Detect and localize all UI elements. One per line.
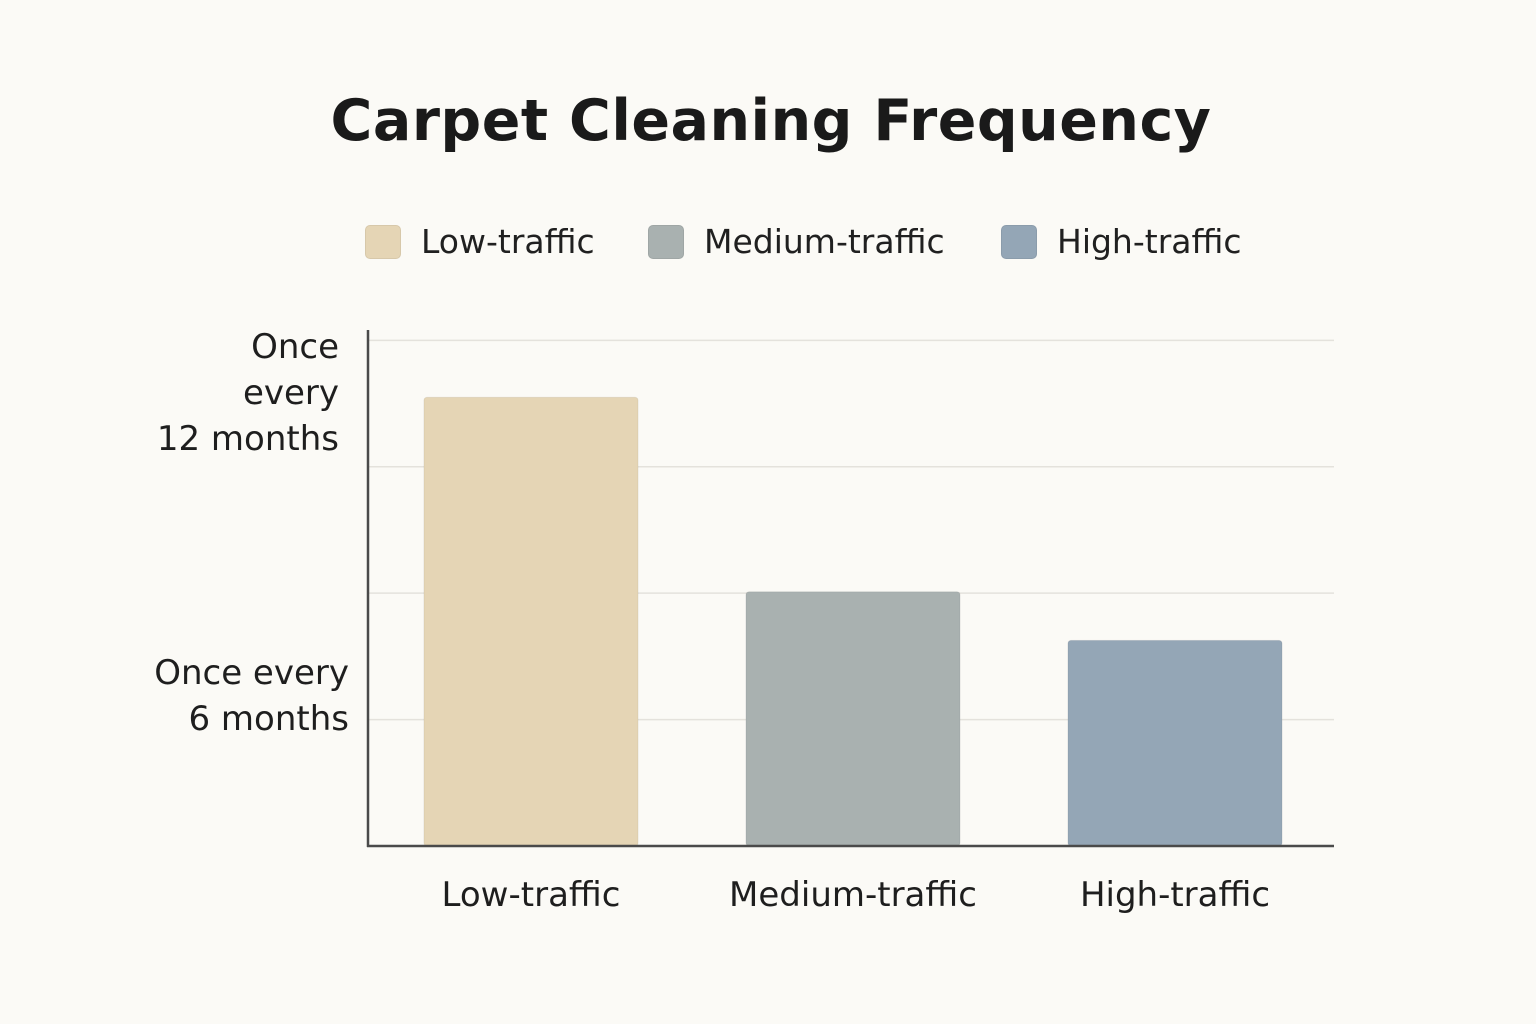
- legend-label-low-traffic: Low-traffic: [421, 222, 595, 261]
- legend-label-high-traffic: High-traffic: [1057, 222, 1242, 261]
- bar-high-traffic: [1067, 639, 1283, 847]
- legend-swatch-low-traffic: [365, 225, 401, 259]
- y-tick-label-12-months: Once every 12 months: [156, 327, 339, 459]
- legend-label-medium-traffic: Medium-traffic: [704, 222, 945, 261]
- bar-low-traffic: [423, 396, 639, 847]
- bar-medium-traffic: [745, 591, 961, 847]
- x-tick-label-high-traffic: High-traffic: [1079, 875, 1271, 915]
- axes: [366, 330, 1334, 848]
- chart-title: Carpet Cleaning Frequency: [330, 88, 1212, 154]
- legend-swatch-medium-traffic: [648, 225, 684, 259]
- x-tick-label-low-traffic: Low-traffic: [441, 875, 621, 915]
- y-tick-label-6-months: Once every 6 months: [154, 653, 349, 739]
- x-tick-label-medium-traffic: Medium-traffic: [729, 875, 977, 915]
- bars: [423, 396, 1283, 847]
- legend-swatch-high-traffic: [1001, 225, 1037, 259]
